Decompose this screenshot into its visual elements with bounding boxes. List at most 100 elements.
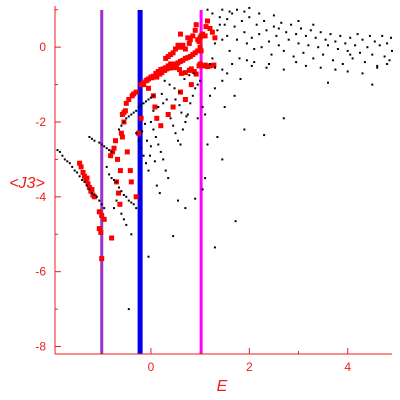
- data-point: [221, 38, 224, 41]
- data-point: [90, 192, 93, 195]
- data-point: [80, 170, 86, 175]
- data-point: [73, 169, 76, 172]
- data-point: [376, 66, 379, 69]
- data-point: [211, 62, 217, 68]
- data-point: [194, 87, 197, 90]
- data-point: [117, 201, 123, 207]
- data-point: [153, 160, 156, 163]
- data-point: [212, 35, 218, 41]
- data-point: [149, 145, 152, 148]
- data-point: [159, 70, 165, 76]
- data-point: [146, 85, 151, 91]
- data-point: [231, 12, 234, 15]
- data-point: [390, 36, 392, 39]
- data-point: [173, 87, 176, 90]
- data-point: [201, 106, 204, 108]
- data-point: [209, 63, 211, 65]
- data-point: [302, 51, 305, 54]
- data-point: [111, 145, 117, 151]
- data-point: [58, 150, 61, 153]
- data-point: [108, 153, 114, 159]
- data-point: [388, 59, 391, 62]
- data-point: [186, 113, 189, 116]
- data-point: [116, 190, 121, 196]
- data-point: [334, 68, 337, 71]
- data-point: [213, 246, 216, 249]
- data-point: [193, 22, 199, 28]
- data-point: [177, 199, 179, 202]
- data-point: [98, 199, 101, 202]
- data-point: [292, 55, 295, 58]
- data-point: [216, 29, 219, 32]
- data-point: [327, 44, 329, 47]
- data-point: [209, 29, 215, 35]
- data-point: [140, 104, 143, 107]
- data-point: [152, 128, 155, 131]
- data-point: [319, 31, 322, 34]
- data-point: [183, 78, 186, 80]
- data-point: [185, 115, 188, 118]
- data-point: [66, 160, 69, 163]
- data-point: [383, 55, 386, 58]
- data-point: [243, 10, 246, 13]
- data-point: [115, 180, 118, 183]
- data-point: [145, 162, 147, 165]
- data-point: [103, 145, 106, 148]
- data-point: [258, 12, 261, 15]
- data-point: [344, 42, 347, 45]
- data-point: [213, 66, 216, 69]
- data-point: [231, 63, 234, 65]
- y-axis-label: <J3>: [9, 175, 45, 192]
- data-point: [120, 190, 123, 193]
- data-point: [93, 139, 96, 142]
- data-point: [213, 87, 216, 90]
- data-point: [263, 20, 266, 22]
- data-point: [170, 104, 176, 110]
- data-point: [207, 63, 213, 69]
- data-point: [319, 66, 322, 69]
- data-point: [186, 40, 192, 46]
- data-point: [312, 57, 315, 60]
- data-point: [277, 44, 280, 47]
- data-point: [376, 64, 379, 67]
- data-point: [85, 181, 91, 187]
- data-point: [137, 106, 140, 108]
- axes-layer: 0 2 4 0 -2 -4 -6 -8: [35, 6, 392, 374]
- data-point: [295, 33, 298, 36]
- data-point: [71, 165, 74, 168]
- data-point: [103, 207, 106, 210]
- data-point: [163, 55, 169, 61]
- data-point: [135, 109, 138, 112]
- data-point: [129, 93, 135, 99]
- data-point: [178, 91, 181, 94]
- data-point: [118, 128, 120, 131]
- data-point: [162, 158, 165, 161]
- data-point: [240, 20, 243, 22]
- data-point: [132, 203, 135, 206]
- data-point: [77, 160, 83, 166]
- data-point: [221, 68, 224, 71]
- data-point: [202, 33, 208, 39]
- data-point: [243, 31, 246, 34]
- data-point: [172, 124, 175, 127]
- data-point: [100, 203, 103, 206]
- data-point: [152, 109, 155, 112]
- data-point: [101, 216, 107, 222]
- data-point: [63, 158, 66, 161]
- data-point: [133, 89, 139, 95]
- data-point: [359, 51, 361, 54]
- data-point: [125, 223, 128, 226]
- data-point: [268, 40, 270, 43]
- data-point: [122, 121, 125, 123]
- data-point: [182, 46, 188, 52]
- data-point: [255, 23, 258, 26]
- data-point: [95, 195, 98, 198]
- data-point: [136, 130, 142, 136]
- data-point: [226, 34, 229, 37]
- data-point: [165, 98, 168, 101]
- data-point: [280, 21, 283, 24]
- data-point: [99, 213, 105, 218]
- data-point: [127, 168, 133, 174]
- data-point: [228, 10, 231, 13]
